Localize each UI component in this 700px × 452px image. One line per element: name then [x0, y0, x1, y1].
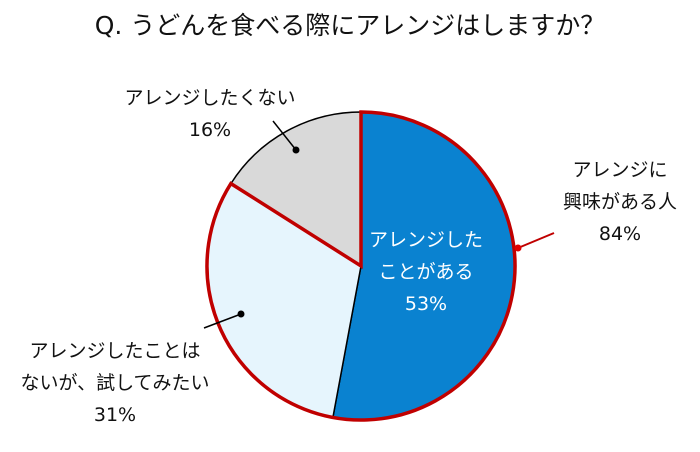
- label-interested: アレンジに 興味がある人 84%: [562, 159, 677, 245]
- leader-dot-interested: [514, 244, 522, 252]
- slice-no: [229, 111, 362, 268]
- label-no: アレンジしたくない 16%: [124, 87, 296, 141]
- highlight-outline-84: [205, 110, 517, 422]
- leader-dot-no: [292, 146, 300, 154]
- leader-no: [272, 120, 297, 151]
- label-arranged: アレンジした ことがある 53%: [368, 229, 483, 315]
- leader-dot-want-to-try: [237, 310, 245, 318]
- leader-want-to-try: [203, 313, 242, 329]
- chart-title: Q. うどんを食べる際にアレンジはしますか？: [94, 11, 606, 40]
- label-want-to-try: アレンジしたことは ないが、試してみたい 31%: [20, 340, 210, 426]
- leader-interested: [517, 232, 555, 249]
